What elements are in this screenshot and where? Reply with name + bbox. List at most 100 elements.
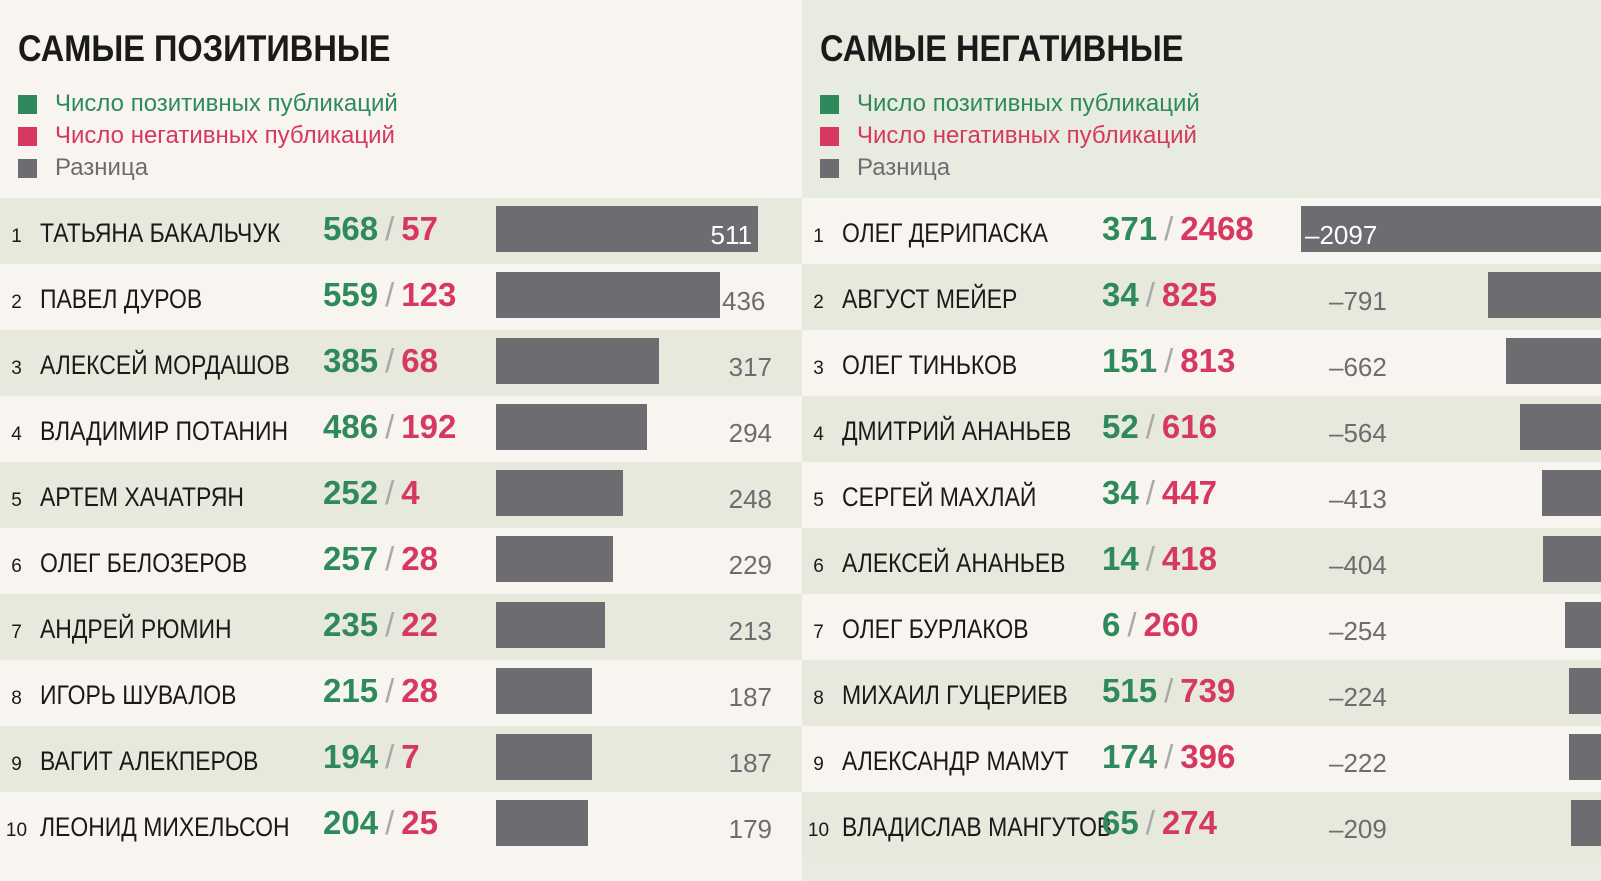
negative-count: 28 [401,672,438,709]
person-name: АЛЕКСЕЙ АНАНЬЕВ [842,548,1066,578]
difference-label: –2097 [1305,220,1378,250]
negative-count: 2468 [1180,210,1254,247]
table-row: 5 АРТЕМ ХАЧАТРЯН 252/4 248 [0,462,802,528]
difference-label: –209 [1329,814,1387,844]
legend-item-difference: Разница [18,152,398,184]
difference-label: 248 [728,484,772,514]
publication-counts: 235/22 [323,606,438,644]
person-name: АРТЕМ ХАЧАТРЯН [40,482,245,512]
legend-label-difference: Разница [55,154,149,181]
publication-counts: 486/192 [323,408,456,446]
negative-count: 260 [1143,606,1199,643]
table-row: 4 ДМИТРИЙ АНАНЬЕВ 52/616 –564 [802,396,1601,462]
difference-label: –254 [1329,616,1387,646]
difference-label: –222 [1329,748,1387,778]
most-negative-panel: САМЫЕ НЕГАТИВНЫЕ Число позитивных публик… [802,0,1601,881]
legend: Число позитивных публикаций Число негати… [18,88,398,184]
publication-counts: 568/57 [323,210,438,248]
difference-label: 317 [728,352,772,382]
rank-number: 6 [11,556,22,577]
negative-count: 616 [1161,408,1217,445]
publication-counts: 174/396 [1102,738,1235,776]
publication-counts: 215/28 [323,672,438,710]
difference-bar [496,470,623,516]
count-separator: / [385,738,395,775]
negative-swatch [820,126,839,146]
publication-counts: 34/447 [1102,474,1217,512]
table-row: 8 МИХАИЛ ГУЦЕРИЕВ 515/739 –224 [802,660,1601,726]
publication-counts: 14/418 [1102,540,1217,578]
positive-count: 257 [323,540,379,577]
publication-counts: 371/2468 [1102,210,1254,248]
person-name: АЛЕКСАНДР МАМУТ [842,746,1069,776]
difference-bar [496,602,605,648]
difference-label: 229 [728,550,772,580]
table-row: 10 ЛЕОНИД МИХЕЛЬСОН 204/25 179 [0,792,802,858]
count-separator: / [1145,276,1155,313]
person-name: ВЛАДИМИР ПОТАНИН [40,416,289,446]
legend-item-negative: Число негативных публикаций [18,120,398,152]
difference-bar [1571,800,1601,846]
legend-label-positive: Число позитивных публикаций [55,90,398,117]
difference-bar [1520,404,1601,450]
difference-label: 187 [728,682,772,712]
count-separator: / [1145,408,1155,445]
positive-count: 151 [1102,342,1158,379]
publication-counts: 252/4 [323,474,420,512]
negative-count: 68 [401,342,438,379]
rank-number: 2 [813,292,824,313]
person-name: ОЛЕГ ТИНЬКОВ [842,350,1018,380]
negative-count: 396 [1180,738,1236,775]
most-positive-title: САМЫЕ ПОЗИТИВНЫЕ [18,28,391,69]
positive-count: 204 [323,804,379,841]
difference-bar [496,272,720,318]
person-name: ОЛЕГ БЕЛОЗЕРОВ [40,548,248,578]
difference-bar [1488,272,1601,318]
person-name: АВГУСТ МЕЙЕР [842,284,1018,314]
count-separator: / [385,672,395,709]
positive-count: 385 [323,342,379,379]
difference-bar [496,668,592,714]
publication-counts: 151/813 [1102,342,1235,380]
table-row: 3 АЛЕКСЕЙ МОРДАШОВ 385/68 317 [0,330,802,396]
person-name: ВАГИТ АЛЕКПЕРОВ [40,746,259,776]
count-separator: / [385,606,395,643]
table-row: 3 ОЛЕГ ТИНЬКОВ 151/813 –662 [802,330,1601,396]
difference-label: 511 [710,220,752,250]
table-row: 10 ВЛАДИСЛАВ МАНГУТОВ 65/274 –209 [802,792,1601,858]
negative-count: 813 [1180,342,1236,379]
table-row: 8 ИГОРЬ ШУВАЛОВ 215/28 187 [0,660,802,726]
person-name: ИГОРЬ ШУВАЛОВ [40,680,237,710]
rank-number: 9 [813,754,824,775]
count-separator: / [1127,606,1137,643]
rank-number: 8 [813,688,824,709]
difference-label: 187 [728,748,772,778]
person-name: АНДРЕЙ РЮМИН [40,614,232,644]
rank-number: 5 [11,490,22,511]
difference-label: 436 [722,286,766,316]
difference-bar [1542,470,1601,516]
table-row: 6 ОЛЕГ БЕЛОЗЕРОВ 257/28 229 [0,528,802,594]
positive-count: 235 [323,606,379,643]
publication-counts: 559/123 [323,276,456,314]
legend-item-positive: Число позитивных публикаций [820,88,1200,120]
most-negative-rows: 1 ОЛЕГ ДЕРИПАСКА 371/2468 –2097 2 АВГУСТ МЕЙЕ… [802,198,1601,858]
rank-number: 4 [11,424,22,445]
legend-item-difference: Разница [820,152,1200,184]
difference-bar [496,404,647,450]
difference-swatch [820,158,839,178]
negative-count: 123 [401,276,457,313]
difference-swatch [18,158,37,178]
positive-count: 486 [323,408,379,445]
table-row: 1 ОЛЕГ ДЕРИПАСКА 371/2468 –2097 [802,198,1601,264]
negative-count: 7 [401,738,420,775]
positive-count: 515 [1102,672,1158,709]
difference-label: –791 [1329,286,1387,316]
person-name: ПАВЕЛ ДУРОВ [40,284,203,314]
positive-count: 194 [323,738,379,775]
positive-swatch [820,94,839,114]
negative-count: 274 [1161,804,1217,841]
positive-count: 65 [1102,804,1139,841]
most-positive-panel: САМЫЕ ПОЗИТИВНЫЕ Число позитивных публик… [0,0,802,881]
legend-item-negative: Число негативных публикаций [820,120,1200,152]
